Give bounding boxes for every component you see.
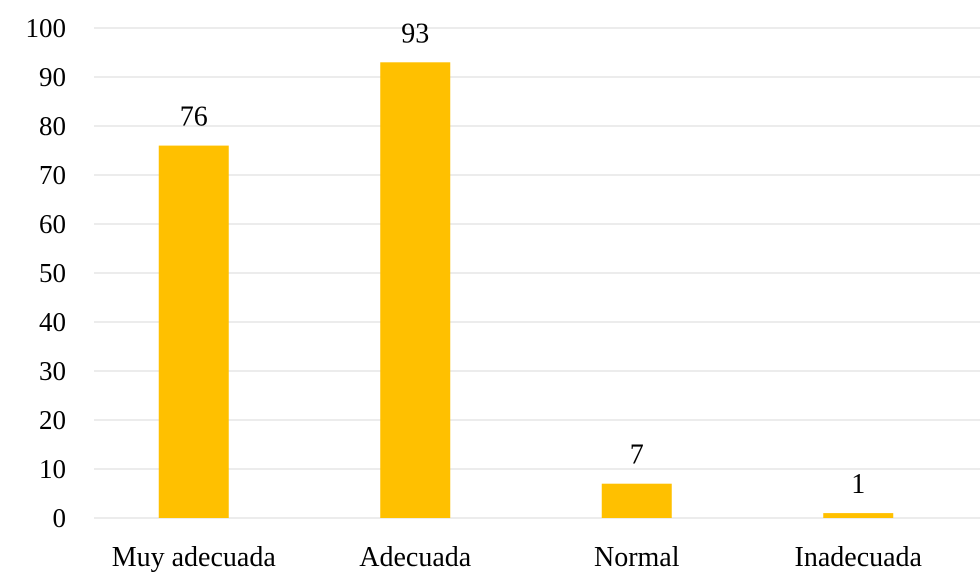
y-tick-label: 40 — [39, 307, 66, 337]
y-axis-ticks: 0 10 20 30 40 50 60 70 80 90 100 — [26, 13, 67, 533]
x-axis-categories: Muy adecuada Adecuada Normal Inadecuada — [112, 542, 923, 573]
y-tick-label: 30 — [39, 356, 66, 386]
y-tick-label: 100 — [26, 13, 67, 43]
y-tick-label: 50 — [39, 258, 66, 288]
y-tick-label: 20 — [39, 405, 66, 435]
bar-normal — [601, 483, 672, 518]
data-label: 93 — [401, 18, 429, 49]
x-category-label: Normal — [594, 542, 680, 573]
data-label: 1 — [851, 469, 865, 500]
gridlines — [94, 27, 980, 519]
y-tick-label: 0 — [53, 503, 67, 533]
bar-muy-adecuada — [158, 145, 229, 518]
y-tick-label: 70 — [39, 160, 66, 190]
x-category-label: Adecuada — [359, 542, 472, 573]
x-category-label: Inadecuada — [795, 542, 923, 573]
x-category-label: Muy adecuada — [112, 542, 277, 573]
data-label: 76 — [180, 102, 208, 133]
bars — [158, 62, 894, 519]
data-label: 7 — [630, 440, 644, 471]
y-tick-label: 80 — [39, 111, 66, 141]
bar-adecuada — [380, 62, 451, 519]
y-tick-label: 60 — [39, 209, 66, 239]
y-tick-label: 10 — [39, 454, 66, 484]
bar-inadecuada — [823, 513, 894, 518]
data-labels: 76 93 7 1 — [180, 18, 866, 500]
y-tick-label: 90 — [39, 62, 66, 92]
